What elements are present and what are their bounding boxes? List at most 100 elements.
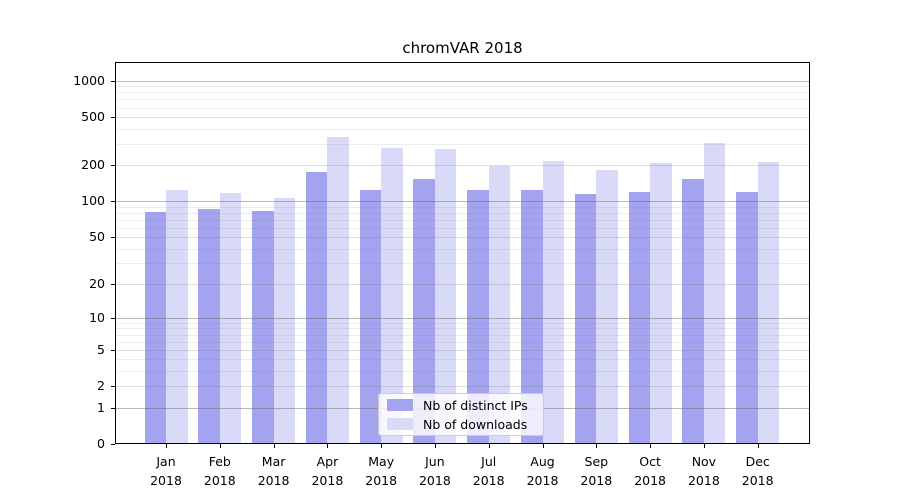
x-tick (434, 444, 436, 448)
x-tick (166, 444, 167, 448)
x-tick-label-year: 2018 (365, 473, 398, 488)
gridline (115, 263, 810, 265)
gridline (115, 322, 810, 324)
y-tick (111, 386, 115, 388)
x-tick-label: Jan 2018 (138, 452, 194, 490)
bar-distinct-ips-oct (628, 192, 651, 444)
bar-distinct-ips-feb (198, 208, 220, 444)
bar-downloads-sep (596, 170, 618, 444)
x-tick-label: Apr 2018 (299, 452, 355, 490)
gridline (115, 317, 810, 319)
x-tick (650, 444, 652, 448)
gridline (115, 341, 810, 343)
x-tick-label-year: 2018 (257, 473, 290, 488)
bar-distinct-ips-may (359, 189, 382, 444)
bar-downloads-nov (703, 143, 726, 444)
y-tick (111, 349, 115, 351)
x-tick-label-year: 2018 (526, 473, 559, 488)
bar-downloads-jul (488, 165, 511, 444)
downloads-swatch-icon (387, 418, 413, 430)
gridline (115, 92, 810, 94)
y-tick-label: 2 (97, 378, 105, 394)
bar-downloads-jan (166, 190, 188, 444)
x-tick-label: Oct 2018 (622, 452, 678, 490)
x-tick-label-year: 2018 (150, 473, 182, 488)
x-tick (757, 444, 759, 448)
x-tick-label-year: 2018 (634, 473, 666, 488)
bar-downloads-may (381, 148, 403, 444)
legend-item-downloads: Nb of downloads (387, 416, 535, 432)
gridline (115, 328, 810, 330)
x-tick (219, 444, 221, 448)
bar-downloads-jun (434, 148, 457, 444)
y-tick (111, 117, 115, 118)
y-tick (111, 80, 115, 82)
bar-downloads-dec (757, 161, 780, 444)
y-tick (111, 201, 115, 203)
x-tick (596, 444, 598, 448)
x-tick-label-year: 2018 (203, 473, 236, 488)
gridline (115, 371, 810, 373)
gridline (115, 386, 810, 388)
y-tick (111, 237, 115, 239)
distinct-ips-swatch-icon (387, 399, 413, 411)
gridline (115, 283, 810, 285)
y-tick (111, 165, 115, 167)
y-tick (111, 407, 115, 409)
gridline (115, 248, 810, 250)
gridline (115, 359, 810, 361)
gridline (115, 165, 810, 167)
gridline (115, 201, 810, 203)
bar-downloads-feb (219, 192, 242, 444)
y-tick-label: 100 (81, 193, 105, 209)
x-tick-label-year: 2018 (741, 473, 774, 488)
y-tick-label: 200 (81, 157, 105, 173)
bar-downloads-oct (650, 162, 672, 444)
y-tick-label: 1000 (73, 72, 105, 88)
bar-distinct-ips-apr (305, 172, 328, 444)
gridline (115, 143, 810, 145)
x-tick (327, 444, 329, 448)
x-tick-label: Jul 2018 (461, 452, 517, 490)
x-tick-label: Sep 2018 (568, 452, 624, 490)
x-tick-label: Nov 2018 (676, 452, 732, 490)
x-tick-label-year: 2018 (472, 473, 505, 488)
gridline (115, 117, 810, 118)
x-tick-label: Mar 2018 (246, 452, 302, 490)
x-tick (703, 444, 705, 448)
y-tick-label: 50 (89, 229, 105, 245)
y-tick-label: 5 (97, 341, 105, 357)
y-tick (111, 283, 115, 285)
gridline (115, 107, 810, 109)
x-tick-label-year: 2018 (418, 473, 451, 488)
bar-distinct-ips-nov (682, 179, 704, 444)
x-tick-label: Aug 2018 (515, 452, 571, 490)
bar-distinct-ips-jun (413, 179, 435, 444)
bar-distinct-ips-mar (252, 210, 274, 444)
gridline (115, 227, 810, 229)
bar-downloads-mar (273, 198, 296, 444)
bar-distinct-ips-aug (521, 190, 543, 444)
legend-item-distinct-ips: Nb of distinct IPs (387, 397, 535, 413)
gridline (115, 219, 810, 221)
bar-distinct-ips-dec (736, 192, 758, 444)
y-tick-label: 20 (89, 275, 105, 291)
gridline (115, 212, 810, 214)
bar-distinct-ips-sep (574, 194, 597, 444)
legend-label: Nb of downloads (423, 416, 528, 432)
y-tick (111, 444, 115, 445)
y-tick-label: 1 (97, 399, 105, 415)
y-tick-label: 500 (81, 109, 105, 124)
legend: Nb of distinct IPs Nb of downloads (378, 393, 544, 436)
gridline (115, 99, 810, 101)
x-tick-label: Jun 2018 (407, 452, 463, 490)
x-tick (542, 444, 544, 448)
x-tick (273, 444, 275, 448)
x-tick-label-year: 2018 (311, 473, 344, 488)
bar-downloads-aug (542, 160, 565, 444)
gridline (115, 237, 810, 239)
x-tick (381, 444, 383, 448)
bar-downloads-apr (327, 137, 349, 444)
x-tick-label-year: 2018 (580, 473, 613, 488)
